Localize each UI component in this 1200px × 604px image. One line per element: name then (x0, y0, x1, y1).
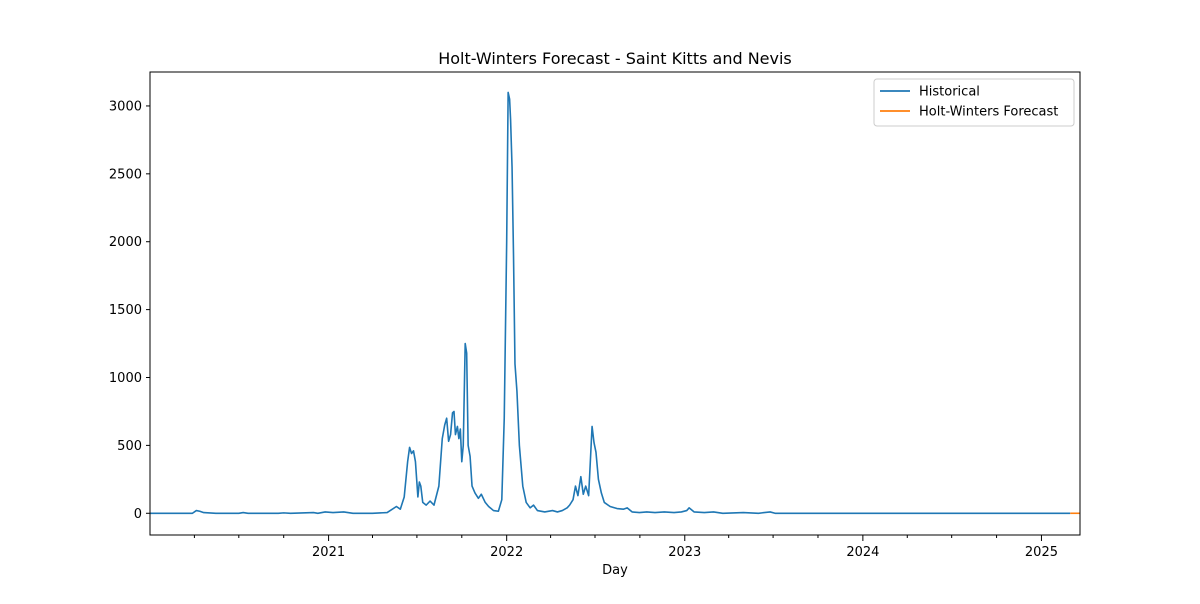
plot-area-frame (149, 71, 1081, 536)
series-line-historical (150, 91, 1071, 515)
y-tick-label: 3000 (109, 99, 142, 114)
y-tick-label: 0 (134, 507, 142, 522)
x-tick-label: 2023 (668, 545, 701, 560)
y-tick-label: 500 (117, 439, 142, 454)
x-tick-label: 2024 (846, 545, 879, 560)
x-tick-label: 2022 (490, 545, 523, 560)
y-tick-label: 2000 (109, 235, 142, 250)
legend-box (873, 78, 1075, 127)
y-tick-label: 1000 (109, 371, 142, 386)
legend-label: Historical (919, 85, 980, 100)
legend: Historical Holt-Winters Forecast (873, 78, 1075, 127)
chart-title: Holt-Winters Forecast - Saint Kitts and … (438, 49, 792, 68)
x-tick-label: 2021 (312, 545, 345, 560)
x-axis-label: Day (602, 563, 628, 578)
legend-label: Holt-Winters Forecast (919, 105, 1058, 120)
y-tick-label: 1500 (109, 303, 142, 318)
y-tick-label: 2500 (109, 167, 142, 182)
x-tick-label: 2025 (1025, 545, 1058, 560)
